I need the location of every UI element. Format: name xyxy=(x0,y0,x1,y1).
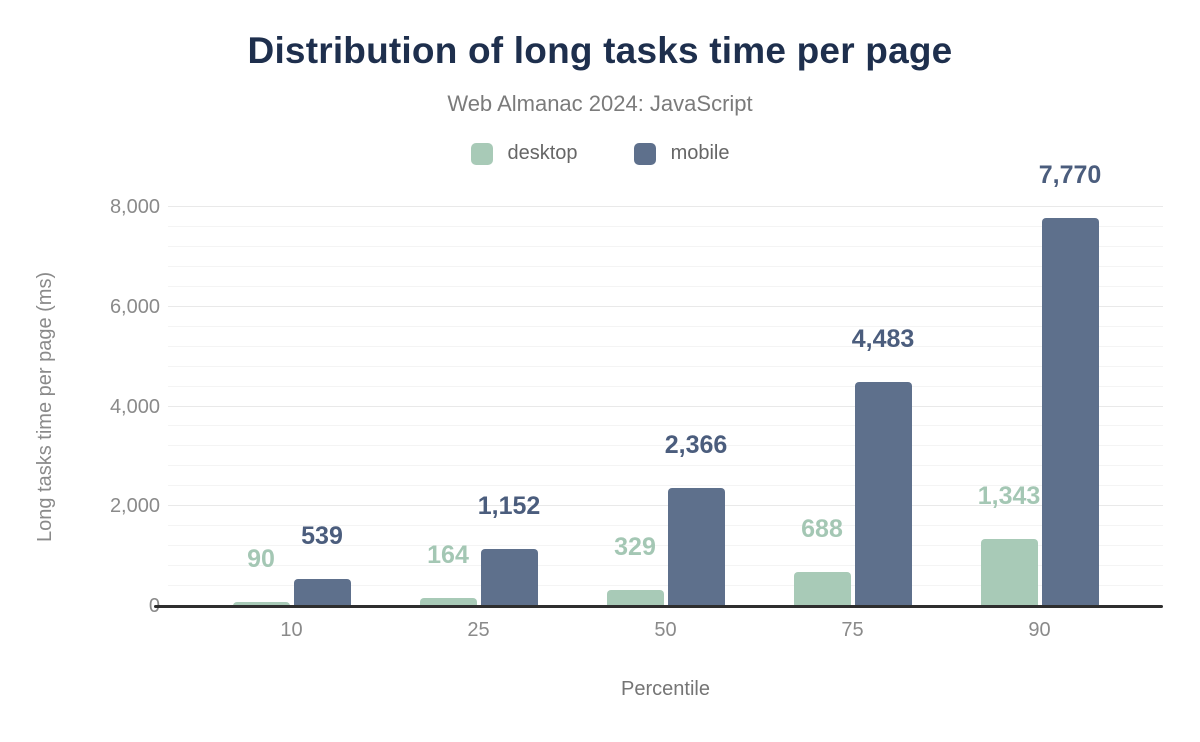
gridline-major xyxy=(168,305,1163,307)
desktop-bar: 164 xyxy=(419,542,477,606)
y-tick-label: 2,000 xyxy=(109,495,160,518)
bar-group-p10: 90 539 xyxy=(198,207,385,606)
y-tick-label: 4,000 xyxy=(109,395,160,418)
desktop-bar-value-label: 329 xyxy=(614,532,656,561)
y-tick-label: 6,000 xyxy=(109,295,160,318)
desktop-bar: 1,343 xyxy=(978,484,1040,606)
legend-label: mobile xyxy=(670,142,730,164)
gridline-minor xyxy=(168,385,1163,387)
mobile-bar-value-label: 539 xyxy=(301,522,343,551)
gridline-minor xyxy=(168,485,1163,487)
x-axis-ticks: 10 25 50 75 90 xyxy=(168,619,1163,642)
desktop-bar-value-label: 90 xyxy=(247,544,275,573)
bar-group-p25: 164 1,152 xyxy=(385,207,572,606)
desktop-bar: 90 xyxy=(232,546,290,606)
y-tick-label: 8,000 xyxy=(109,196,160,218)
x-tick-label: 75 xyxy=(841,619,864,641)
gridline-major xyxy=(168,505,1163,507)
x-tick-label: 25 xyxy=(467,619,490,641)
desktop-bar: 688 xyxy=(793,516,851,606)
mobile-bar-value-label: 4,483 xyxy=(851,325,915,354)
legend-item-desktop: desktop xyxy=(470,142,578,165)
gridline-minor xyxy=(168,565,1163,567)
gridline-minor xyxy=(168,425,1163,427)
mobile-bar: 1,152 xyxy=(478,493,540,606)
gridline-minor xyxy=(168,325,1163,327)
gridline-minor xyxy=(168,545,1163,547)
legend: desktop mobile xyxy=(0,142,1200,165)
legend-item-mobile: mobile xyxy=(633,142,730,165)
gridline-minor xyxy=(168,265,1163,267)
desktop-bar-value-label: 1,343 xyxy=(977,482,1041,511)
desktop-bar: 329 xyxy=(606,534,664,606)
chart-title: Distribution of long tasks time per page xyxy=(247,30,953,71)
gridline-major xyxy=(168,206,1163,207)
mobile-bar: 539 xyxy=(293,524,351,606)
gridline-minor xyxy=(168,365,1163,367)
gridline-minor xyxy=(168,225,1163,227)
gridline-minor xyxy=(168,465,1163,467)
gridline-minor xyxy=(168,445,1163,447)
x-tick-label: 50 xyxy=(654,619,677,641)
gridline-minor xyxy=(168,285,1163,287)
legend-swatch-icon xyxy=(633,142,656,165)
x-axis-line xyxy=(154,605,1163,608)
desktop-bar-value-label: 688 xyxy=(801,514,843,543)
mobile-bar-value-label: 1,152 xyxy=(477,491,541,520)
x-axis-title: Percentile xyxy=(621,678,710,700)
gridline-minor xyxy=(168,245,1163,247)
gridline-minor xyxy=(168,525,1163,527)
gridline-minor xyxy=(168,585,1163,587)
chart-subtitle: Web Almanac 2024: JavaScript xyxy=(447,91,753,116)
bar-group-p50: 329 2,366 xyxy=(572,207,759,606)
bar-group-p90: 1,343 7,770 xyxy=(946,163,1133,606)
x-tick-label: 90 xyxy=(1028,619,1051,641)
plot-area: 90 539 164 1,152 329 2,366 688 4,483 1,343 7,770 xyxy=(154,163,1163,608)
mobile-bar: 4,483 xyxy=(852,327,914,606)
legend-label: desktop xyxy=(507,142,578,164)
legend-swatch-icon xyxy=(470,142,493,165)
mobile-bar: 7,770 xyxy=(1039,163,1101,606)
bar-group-p75: 688 4,483 xyxy=(759,207,946,606)
mobile-bar-value-label: 2,366 xyxy=(664,431,728,459)
desktop-bar-value-label: 164 xyxy=(427,540,469,569)
mobile-bar-value-label: 7,770 xyxy=(1038,161,1102,190)
x-tick-label: 10 xyxy=(280,619,303,641)
gridline-major xyxy=(168,405,1163,407)
bars-row: 90 539 164 1,152 329 2,366 688 4,483 1,343 7,770 xyxy=(168,163,1163,606)
mobile-bar: 2,366 xyxy=(665,433,727,606)
gridline-minor xyxy=(168,345,1163,347)
